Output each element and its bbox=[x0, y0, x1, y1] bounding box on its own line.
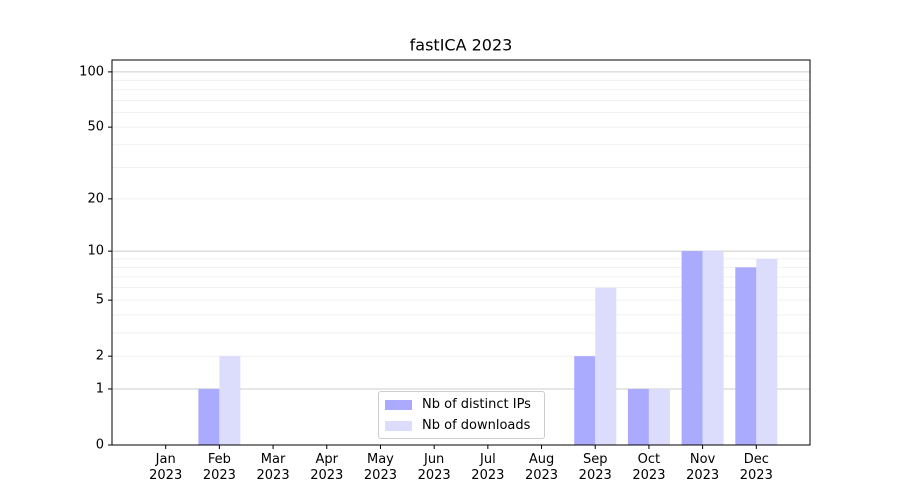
y-tick-label: 5 bbox=[96, 293, 104, 308]
x-tick-label: Feb 2023 bbox=[202, 452, 236, 483]
legend-item: Nb of distinct IPs bbox=[379, 394, 544, 415]
legend-item: Nb of downloads bbox=[379, 415, 544, 436]
x-tick-label: Mar 2023 bbox=[256, 452, 290, 483]
x-tick-label: May 2023 bbox=[363, 452, 397, 483]
x-tick-label: Sep 2023 bbox=[578, 452, 612, 483]
bar bbox=[574, 356, 596, 445]
bar bbox=[595, 287, 617, 445]
y-tick-label: 20 bbox=[87, 191, 104, 206]
y-tick-label: 0 bbox=[96, 438, 104, 453]
x-tick-label: Aug 2023 bbox=[524, 452, 559, 483]
bar bbox=[627, 388, 649, 445]
bar bbox=[219, 356, 241, 445]
bar bbox=[702, 251, 724, 445]
x-tick-label: Jul 2023 bbox=[471, 452, 505, 483]
legend-swatch bbox=[385, 420, 412, 431]
x-tick-label: Nov 2023 bbox=[686, 452, 720, 483]
bar bbox=[198, 388, 220, 445]
y-tick-label: 100 bbox=[79, 64, 104, 79]
legend-label: Nb of distinct IPs bbox=[422, 397, 531, 412]
legend-swatch bbox=[385, 399, 412, 410]
legend-label: Nb of downloads bbox=[422, 418, 531, 433]
x-tick-label: Apr 2023 bbox=[310, 452, 344, 483]
plot-frame bbox=[111, 59, 811, 446]
x-tick-label: Jan 2023 bbox=[149, 452, 183, 483]
y-tick-label: 50 bbox=[87, 120, 104, 135]
bar bbox=[648, 388, 670, 445]
bar bbox=[756, 258, 778, 445]
bar bbox=[681, 251, 703, 445]
x-tick-label: Jun 2023 bbox=[417, 452, 451, 483]
chart-title: fastICA 2023 bbox=[410, 36, 513, 55]
legend: Nb of distinct IPs Nb of downloads bbox=[378, 391, 545, 439]
x-tick-label: Oct 2023 bbox=[632, 452, 666, 483]
y-tick-label: 10 bbox=[87, 244, 104, 259]
x-tick-label: Dec 2023 bbox=[739, 452, 773, 483]
y-tick-label: 2 bbox=[96, 349, 104, 364]
bar bbox=[735, 267, 757, 445]
y-tick-label: 1 bbox=[96, 381, 104, 396]
